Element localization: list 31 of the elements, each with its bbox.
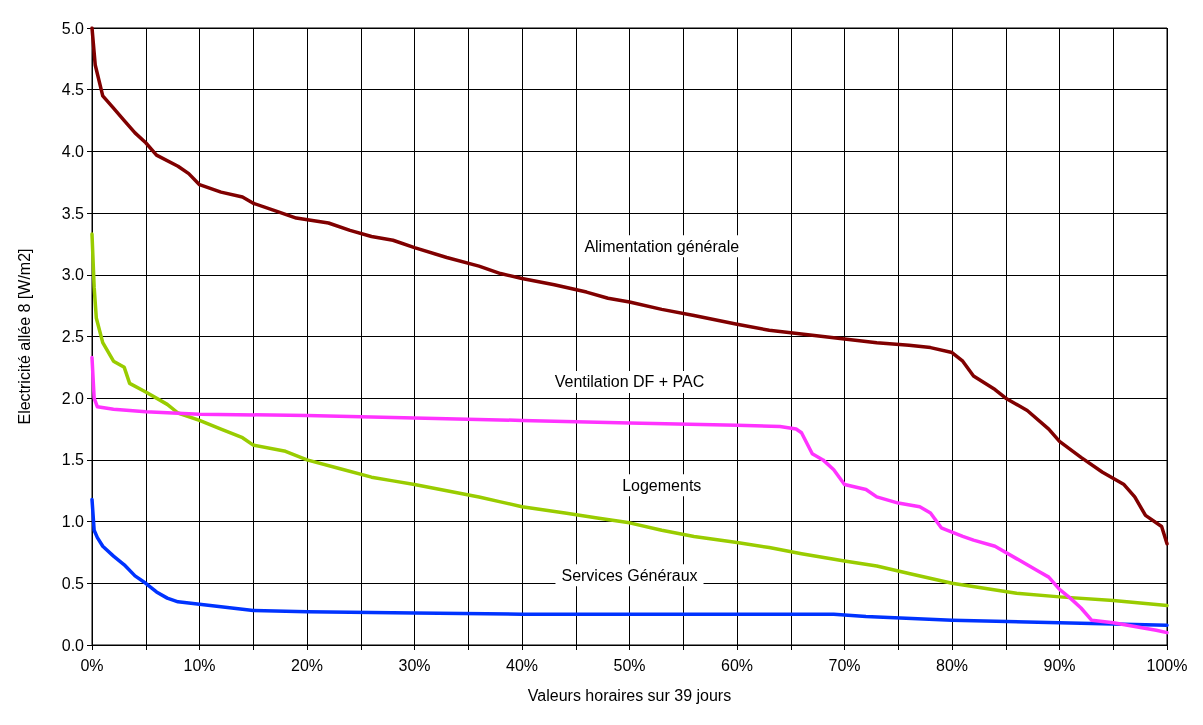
x-tick-label: 80% bbox=[935, 656, 969, 674]
y-tick-label: 0.0 bbox=[61, 636, 85, 654]
x-tick-label: 60% bbox=[720, 656, 754, 674]
line-series bbox=[90, 497, 1169, 628]
series-label: Ventilation DF + PAC bbox=[554, 373, 705, 391]
y-tick-label: 1.5 bbox=[61, 451, 85, 469]
y-tick-label: 0.5 bbox=[61, 574, 85, 592]
x-tick-label: 20% bbox=[290, 656, 324, 674]
y-axis-title: Electricité allée 8 [W/m2] bbox=[15, 248, 33, 425]
x-tick-label: 70% bbox=[828, 656, 861, 674]
x-tick-label: 0% bbox=[80, 656, 104, 674]
y-tick-label: 4.0 bbox=[61, 142, 85, 160]
line-series bbox=[90, 232, 1169, 608]
line-series bbox=[90, 355, 1169, 635]
x-tick-label: 100% bbox=[1146, 656, 1188, 674]
text: Alimentation générale bbox=[584, 237, 740, 255]
series-label: Services Généraux bbox=[561, 566, 698, 584]
y-tick-label: 5.0 bbox=[61, 19, 85, 37]
x-tick-label: 90% bbox=[1043, 656, 1076, 674]
y-tick-label: 2.5 bbox=[61, 328, 85, 345]
y-tick-label: 2.0 bbox=[61, 389, 85, 407]
y-tick-label: 1.0 bbox=[61, 513, 85, 531]
x-tick-label: 50% bbox=[613, 656, 646, 674]
y-tick-label: 3.0 bbox=[61, 266, 85, 284]
x-tick-label: 10% bbox=[183, 656, 216, 674]
x-tick-label: 30% bbox=[398, 656, 431, 674]
x-tick-label: 40% bbox=[505, 656, 539, 674]
y-tick-label: 3.5 bbox=[61, 204, 85, 222]
series-label: Logements bbox=[622, 476, 702, 494]
y-tick-label: 4.5 bbox=[61, 81, 85, 99]
x-axis-title: Valeurs horaires sur 39 jours bbox=[527, 686, 732, 704]
